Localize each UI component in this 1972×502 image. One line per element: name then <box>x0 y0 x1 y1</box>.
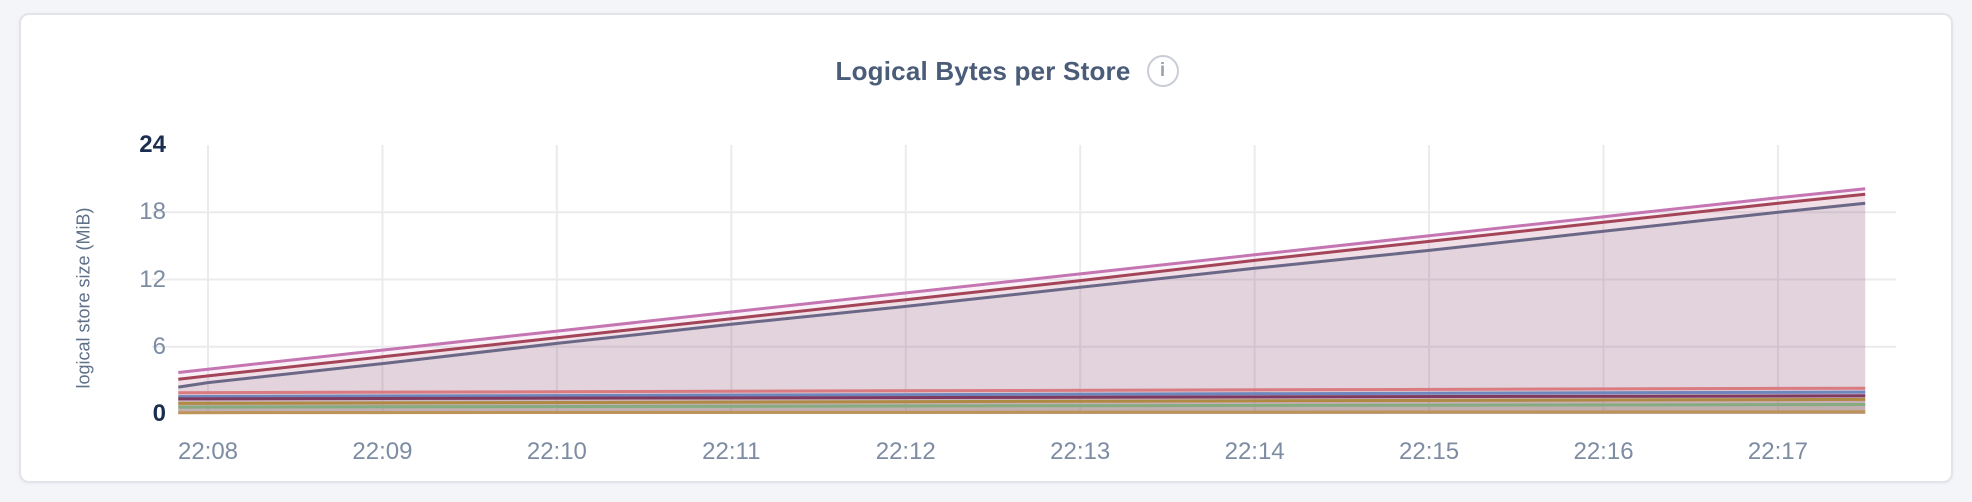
x-tick-label: 22:15 <box>1399 438 1460 465</box>
series-line-s1 <box>178 187 1866 374</box>
x-tick-label: 22:09 <box>352 438 413 465</box>
info-icon[interactable]: i <box>1146 55 1179 87</box>
y-tick-label: 12 <box>139 265 166 293</box>
series-line-s6 <box>178 394 1866 401</box>
chart-header: Logical Bytes per Store i <box>21 53 1972 89</box>
x-tick-label: 22:12 <box>875 438 936 465</box>
series-line-s7 <box>178 397 1866 405</box>
x-tick-label: 22:10 <box>526 438 587 465</box>
series-area-s3 <box>178 203 1866 414</box>
x-tick-label: 22:17 <box>1747 438 1808 465</box>
series-line-s8 <box>178 403 1866 409</box>
x-tick-label: 22:14 <box>1224 438 1285 465</box>
series-line-s4 <box>178 386 1866 395</box>
x-tick-label: 22:13 <box>1050 438 1111 465</box>
chart-card: Logical Bytes per Store i logical store … <box>19 13 1953 483</box>
series-line-s5 <box>178 390 1866 399</box>
series-line-s3 <box>178 201 1866 389</box>
x-tick-label: 22:11 <box>702 438 761 465</box>
x-tick-label: 22:16 <box>1573 438 1634 465</box>
chart-title: Logical Bytes per Store <box>835 55 1131 86</box>
x-tick-label: 22:08 <box>177 438 239 465</box>
series-line-s2 <box>178 192 1866 381</box>
series-line-s9 <box>178 410 1866 415</box>
y-tick-label: 18 <box>139 198 166 226</box>
info-icon-glyph: i <box>1159 60 1166 81</box>
series-area-s1 <box>178 188 1866 414</box>
y-tick-label: 24 <box>139 131 166 158</box>
y-tick-label: 6 <box>152 332 166 360</box>
y-tick-label: 0 <box>152 400 166 427</box>
